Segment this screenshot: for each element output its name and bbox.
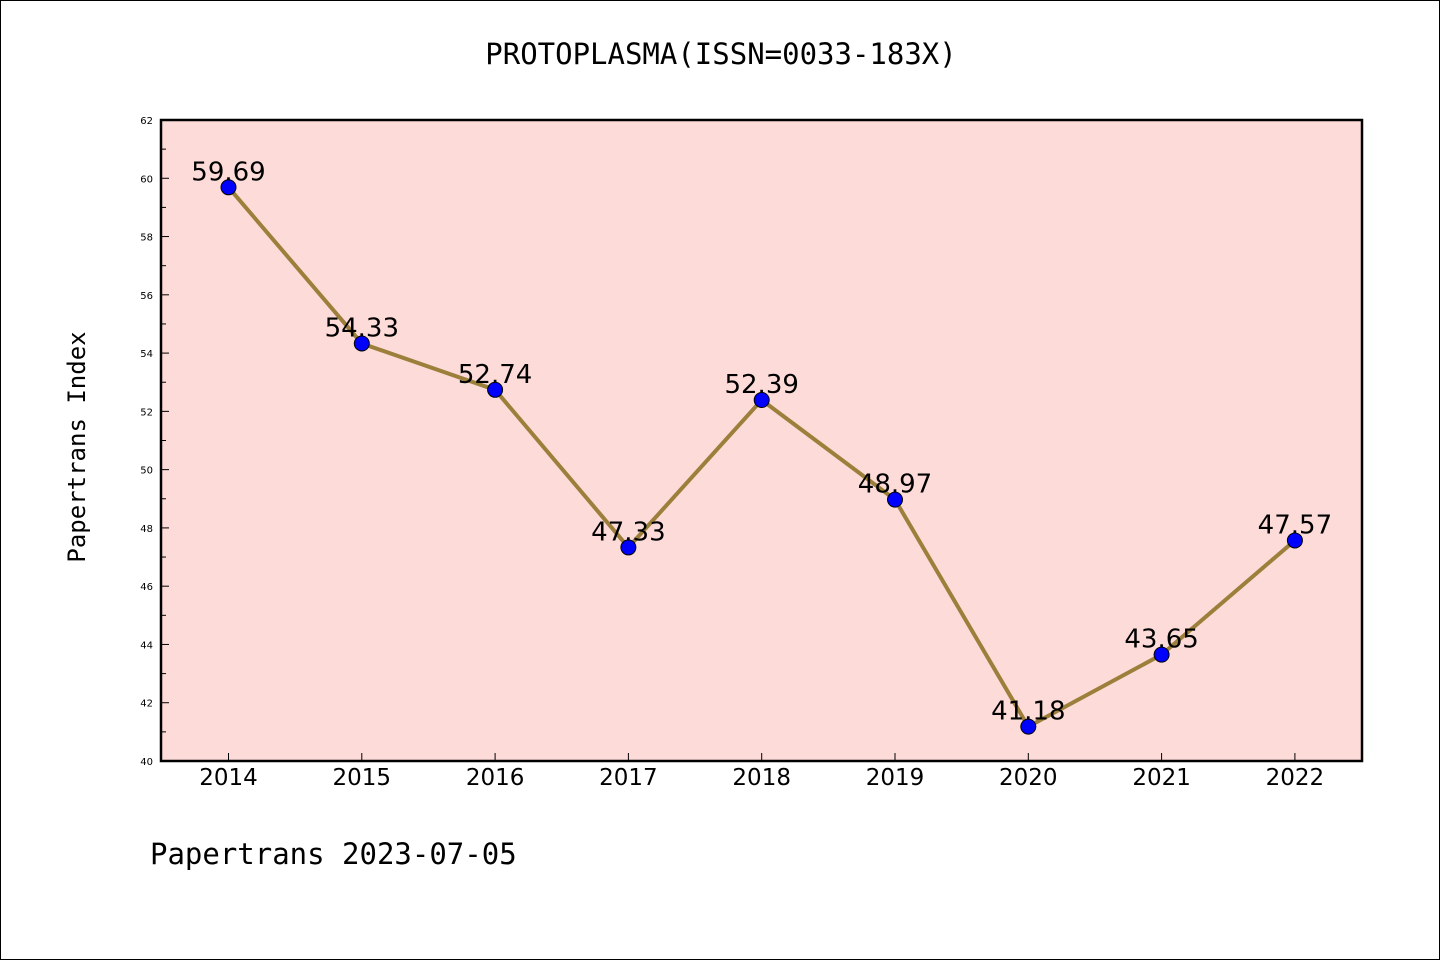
y-tick-label: 44 (140, 640, 153, 651)
data-point (1020, 718, 1037, 735)
y-tick-label: 42 (140, 699, 153, 710)
x-tick-label: 2015 (333, 765, 392, 791)
footer-date: Papertrans 2023-07-05 (150, 837, 517, 871)
data-point (1286, 532, 1303, 549)
y-tick-label: 40 (140, 757, 153, 768)
x-tick-label: 2021 (1132, 765, 1191, 791)
x-tick-label: 2020 (999, 765, 1058, 791)
data-label: 59.69 (191, 157, 265, 187)
x-tick-label: 2019 (866, 765, 925, 791)
x-tick-label: 2022 (1266, 765, 1325, 791)
data-point (220, 179, 237, 196)
x-tick-label: 2014 (199, 765, 258, 791)
data-label: 52.74 (458, 360, 532, 390)
x-tick-label: 2016 (466, 765, 525, 791)
data-point (353, 335, 370, 352)
data-label: 41.18 (991, 697, 1065, 727)
y-tick-label: 52 (140, 407, 153, 418)
plot-background (161, 120, 1362, 761)
data-point (887, 491, 903, 508)
data-point (620, 539, 637, 556)
x-tick-label: 2017 (599, 765, 658, 791)
plot-border (159, 118, 1364, 763)
data-point (753, 392, 770, 409)
y-tick-label: 60 (140, 174, 153, 185)
y-tick-label: 48 (140, 524, 153, 535)
data-point (1153, 646, 1170, 663)
y-tick-label: 50 (140, 466, 153, 477)
y-tick-label: 58 (140, 233, 153, 244)
y-tick-label: 56 (140, 291, 153, 302)
data-label: 54.33 (325, 313, 399, 343)
data-point (487, 381, 504, 398)
y-tick-label: 54 (140, 349, 153, 360)
data-label: 43.65 (1124, 625, 1198, 655)
y-tick-label: 62 (140, 116, 153, 127)
chart-title: PROTOPLASMA(ISSN=0033-183X) (485, 37, 957, 71)
data-label: 47.57 (1258, 510, 1332, 540)
data-label: 48.97 (858, 470, 932, 500)
data-label: 47.33 (591, 517, 665, 547)
x-tick-label: 2018 (732, 765, 791, 791)
data-label: 52.39 (724, 370, 798, 400)
y-tick-label: 46 (140, 582, 153, 593)
